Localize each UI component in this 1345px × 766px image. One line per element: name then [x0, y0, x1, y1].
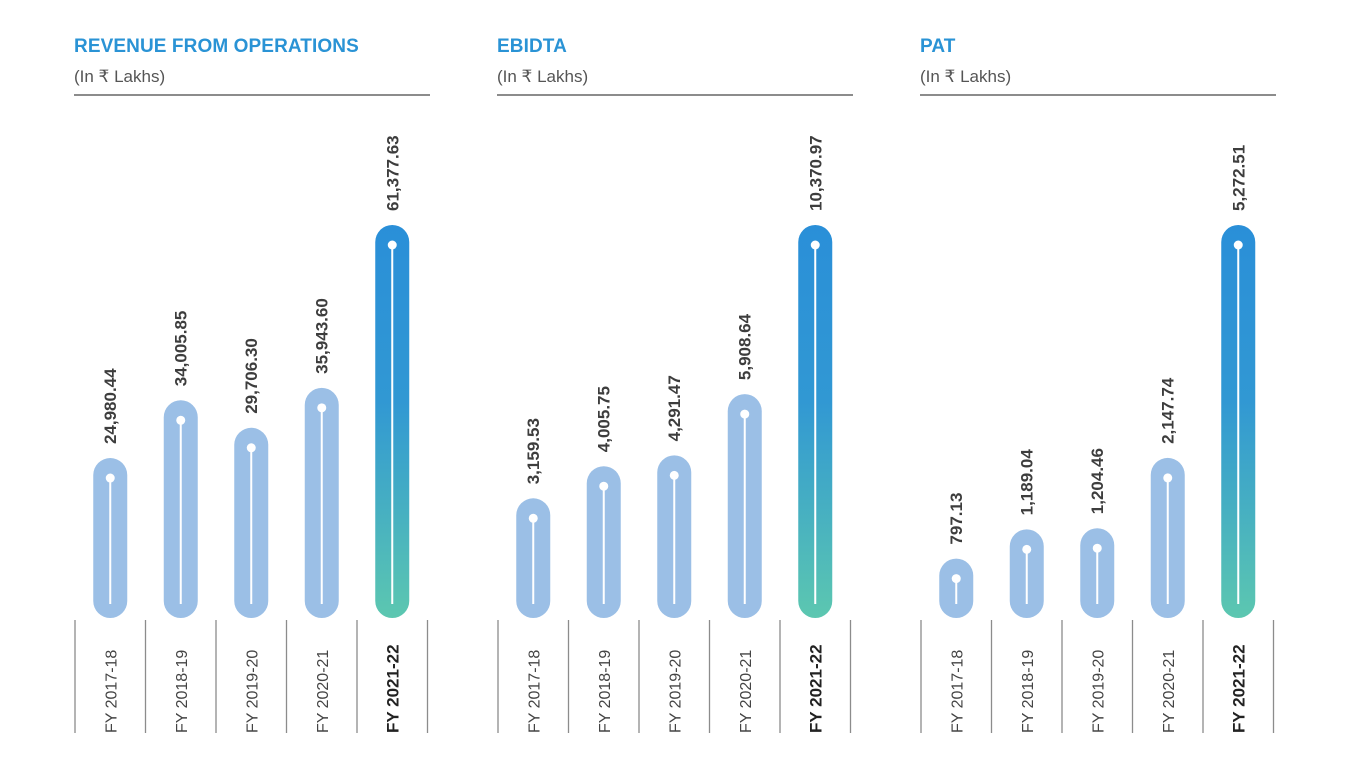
- bar-value-label: 35,943.60: [313, 298, 332, 374]
- category-label: FY 2017-18: [949, 650, 966, 733]
- bar-value-label: 2,147.74: [1159, 377, 1178, 444]
- ebidta-chart: 3,159.53 FY 2017-18 4,005.75 FY 2018-19 4,29…: [497, 135, 852, 733]
- bar-value-label: 24,980.44: [101, 368, 120, 444]
- ebidta-title-rule: [497, 94, 853, 96]
- bar-marker: [176, 415, 186, 425]
- ebidta-subtitle: (In ₹ Lakhs): [497, 67, 589, 86]
- revenue-panel: REVENUE FROM OPERATIONS (In ₹ Lakhs) 24,…: [74, 0, 430, 766]
- bar-value-label: 1,189.04: [1018, 449, 1037, 516]
- bar-marker: [810, 240, 820, 250]
- bar-marker: [1022, 544, 1032, 554]
- bar-marker: [1233, 240, 1243, 250]
- bar-marker: [317, 403, 327, 413]
- bar-marker: [599, 481, 609, 491]
- category-label-highlight: FY 2021-22: [806, 644, 825, 733]
- category-label: FY 2019-20: [244, 650, 261, 733]
- category-label: FY 2019-20: [1090, 650, 1107, 733]
- revenue-title: REVENUE FROM OPERATIONS: [74, 36, 359, 57]
- bar-marker: [951, 574, 961, 584]
- bar-value-label: 797.13: [947, 493, 966, 545]
- pat-title: PAT: [920, 36, 956, 57]
- bar-value-label: 3,159.53: [524, 418, 543, 484]
- bar-value-label: 29,706.30: [242, 338, 261, 414]
- bar-marker: [246, 443, 256, 453]
- bar-marker: [528, 513, 538, 523]
- bar-value-label: 4,005.75: [595, 386, 614, 452]
- revenue-chart: 24,980.44 FY 2017-18 34,005.85 FY 2018-19 29…: [74, 135, 429, 733]
- bar-marker: [1163, 473, 1173, 483]
- bar-value-label: 5,272.51: [1229, 145, 1248, 211]
- category-label: FY 2018-19: [597, 650, 614, 733]
- bar-value-label: 4,291.47: [665, 375, 684, 441]
- bar-marker: [669, 470, 679, 480]
- category-label: FY 2020-21: [1161, 650, 1178, 733]
- bar-marker: [1092, 543, 1102, 553]
- bar-value-label: 34,005.85: [172, 311, 191, 387]
- ebidta-panel: EBIDTA (In ₹ Lakhs) 3,159.53 FY 2017-18 4,…: [497, 0, 853, 766]
- bar-marker: [105, 473, 115, 483]
- category-label: FY 2018-19: [1020, 650, 1037, 733]
- category-label-highlight: FY 2021-22: [1229, 644, 1248, 733]
- category-label: FY 2018-19: [174, 650, 191, 733]
- ebidta-title: EBIDTA: [497, 36, 567, 57]
- bar-value-label: 5,908.64: [736, 313, 755, 380]
- revenue-title-rule: [74, 94, 430, 96]
- bar-value-label: 61,377.63: [383, 135, 402, 211]
- category-label: FY 2017-18: [103, 650, 120, 733]
- category-label: FY 2019-20: [667, 650, 684, 733]
- bar-marker: [740, 409, 750, 419]
- pat-subtitle: (In ₹ Lakhs): [920, 67, 1012, 86]
- category-label: FY 2020-21: [315, 650, 332, 733]
- pat-chart: 797.13 FY 2017-18 1,189.04 FY 2018-19 1,204.…: [920, 145, 1275, 733]
- revenue-subtitle: (In ₹ Lakhs): [74, 67, 166, 86]
- pat-panel: PAT (In ₹ Lakhs) 797.13 FY 2017-18 1,189.0…: [920, 0, 1276, 766]
- category-label: FY 2020-21: [738, 650, 755, 733]
- bar-value-label: 1,204.46: [1088, 448, 1107, 514]
- category-label-highlight: FY 2021-22: [383, 644, 402, 733]
- bar-value-label: 10,370.97: [806, 135, 825, 211]
- category-label: FY 2017-18: [526, 650, 543, 733]
- bar-marker: [387, 240, 397, 250]
- pat-title-rule: [920, 94, 1276, 96]
